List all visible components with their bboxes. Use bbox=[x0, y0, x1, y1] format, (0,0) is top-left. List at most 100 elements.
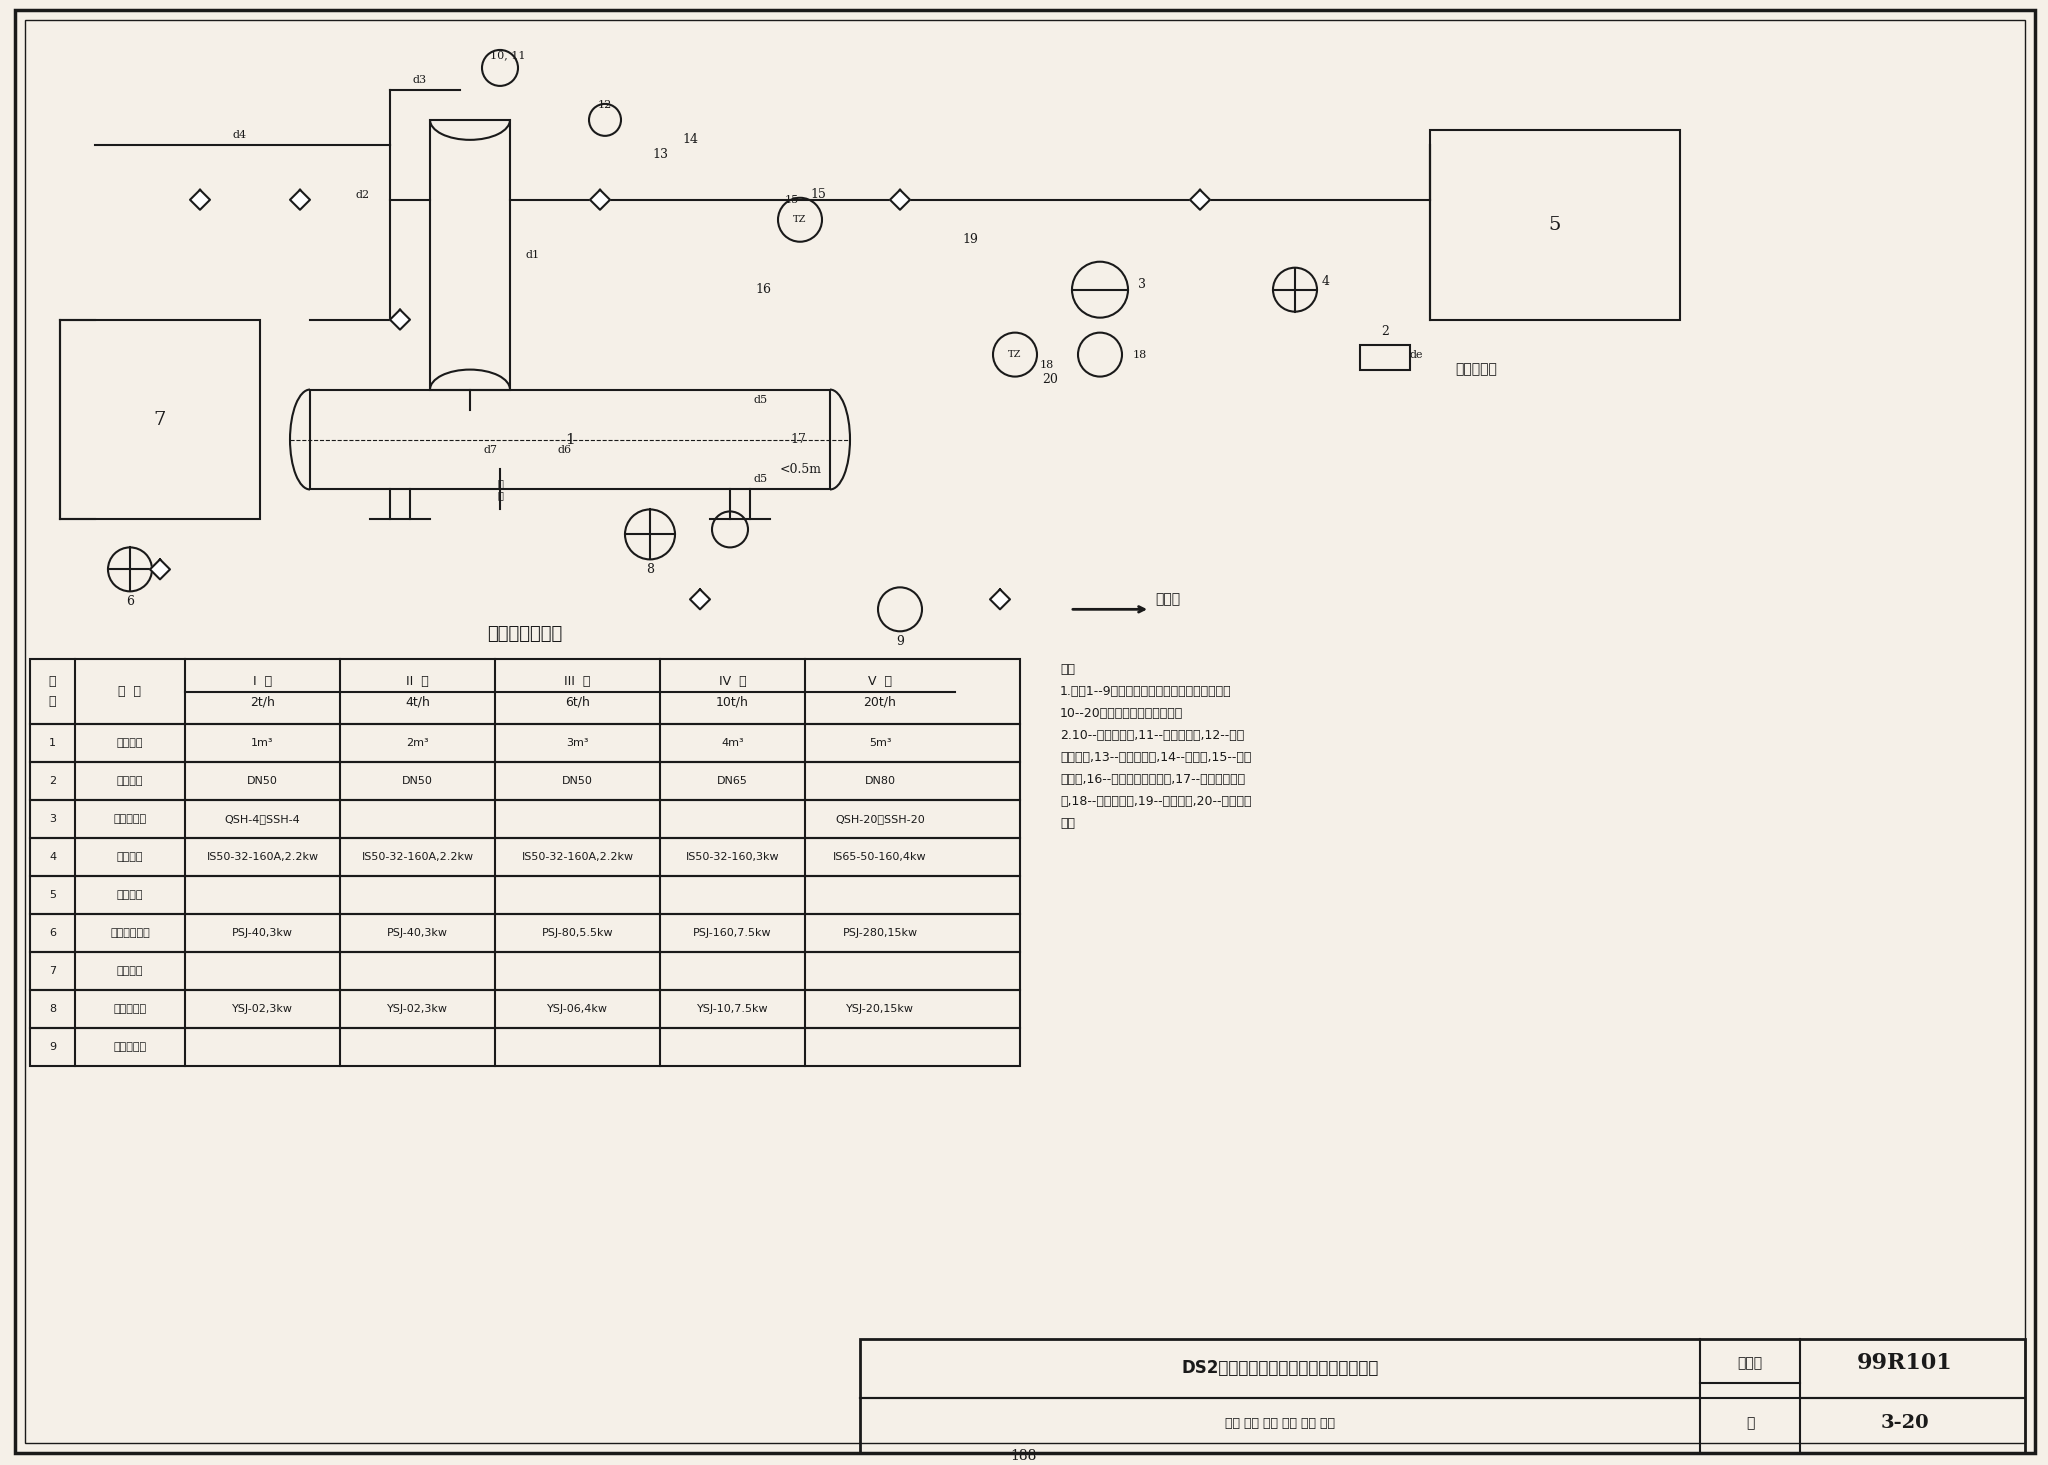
Text: 16: 16 bbox=[756, 283, 770, 296]
Text: 锅炉给水泵: 锅炉给水泵 bbox=[113, 1042, 147, 1052]
Text: 2m³: 2m³ bbox=[406, 738, 428, 749]
Bar bbox=[430, 120, 510, 390]
Text: DS2型低位水喷射式真空除氧装置系统图: DS2型低位水喷射式真空除氧装置系统图 bbox=[1182, 1360, 1378, 1377]
Text: 1: 1 bbox=[49, 738, 55, 749]
Text: YSJ-06,4kw: YSJ-06,4kw bbox=[547, 1004, 608, 1014]
Text: 5m³: 5m³ bbox=[868, 738, 891, 749]
Text: 阀。: 阀。 bbox=[1061, 816, 1075, 829]
Text: PSJ-280,15kw: PSJ-280,15kw bbox=[842, 927, 918, 938]
Bar bbox=[1360, 344, 1409, 369]
Text: 8: 8 bbox=[645, 563, 653, 576]
Text: 水喷射泵机组: 水喷射泵机组 bbox=[111, 927, 150, 938]
Text: 审核 审定 校对 设计 制图 描图: 审核 审定 校对 设计 制图 描图 bbox=[1225, 1417, 1335, 1430]
Polygon shape bbox=[690, 589, 711, 609]
Text: 3: 3 bbox=[1139, 278, 1147, 292]
Text: 自控仪,16--电磁式浮球传感器,17--玻璃板式水位: 自控仪,16--电磁式浮球传感器,17--玻璃板式水位 bbox=[1061, 772, 1245, 785]
Bar bbox=[31, 990, 1020, 1028]
Text: 6t/h: 6t/h bbox=[565, 696, 590, 708]
Text: 2.10--电传压力表,11--动圈指示仪,12--弹簧: 2.10--电传压力表,11--动圈指示仪,12--弹簧 bbox=[1061, 728, 1245, 741]
Text: <0.5m: <0.5m bbox=[780, 463, 821, 476]
Text: 15: 15 bbox=[811, 189, 825, 201]
Text: 4: 4 bbox=[1323, 275, 1329, 289]
Text: I  型: I 型 bbox=[254, 675, 272, 689]
Text: PSJ-160,7.5kw: PSJ-160,7.5kw bbox=[692, 927, 772, 938]
Text: de: de bbox=[1409, 350, 1423, 359]
Text: 2: 2 bbox=[1380, 325, 1389, 338]
Text: 水过滤器: 水过滤器 bbox=[117, 776, 143, 787]
Text: 图集号: 图集号 bbox=[1737, 1357, 1763, 1370]
Text: 软化水箱: 软化水箱 bbox=[117, 891, 143, 900]
Text: 18: 18 bbox=[1040, 359, 1055, 369]
Text: 8: 8 bbox=[49, 1004, 55, 1014]
Text: DN50: DN50 bbox=[401, 776, 432, 787]
Text: 18: 18 bbox=[1133, 350, 1147, 359]
Text: 序: 序 bbox=[49, 675, 55, 689]
Text: 14: 14 bbox=[682, 133, 698, 146]
Polygon shape bbox=[1190, 190, 1210, 209]
Text: 7: 7 bbox=[154, 410, 166, 429]
Polygon shape bbox=[989, 589, 1010, 609]
Text: 循环水箱: 循环水箱 bbox=[117, 965, 143, 976]
Bar bbox=[31, 914, 1020, 952]
Text: 99R101: 99R101 bbox=[1858, 1352, 1954, 1374]
Text: d5: d5 bbox=[754, 394, 768, 404]
Text: 3m³: 3m³ bbox=[565, 738, 588, 749]
Text: 蒸汽或热水: 蒸汽或热水 bbox=[1454, 363, 1497, 377]
Text: IS65-50-160,4kw: IS65-50-160,4kw bbox=[834, 853, 928, 861]
Text: 17: 17 bbox=[791, 434, 805, 445]
Text: 混合加热器: 混合加热器 bbox=[113, 815, 147, 825]
Text: 6: 6 bbox=[49, 927, 55, 938]
Text: QSH-20或SSH-20: QSH-20或SSH-20 bbox=[836, 815, 926, 825]
Text: PSJ-40,3kw: PSJ-40,3kw bbox=[387, 927, 449, 938]
Text: YSJ-10,7.5kw: YSJ-10,7.5kw bbox=[696, 1004, 768, 1014]
Text: DN50: DN50 bbox=[561, 776, 594, 787]
Bar bbox=[31, 876, 1020, 914]
Text: 19: 19 bbox=[963, 233, 979, 246]
Bar bbox=[1430, 130, 1679, 319]
Text: 除氧水箱: 除氧水箱 bbox=[117, 738, 143, 749]
Polygon shape bbox=[190, 190, 211, 209]
Text: 计,18--温度自控器,19--铂热电阻,20--电动调节: 计,18--温度自控器,19--铂热电阻,20--电动调节 bbox=[1061, 794, 1251, 807]
Text: 20t/h: 20t/h bbox=[864, 696, 897, 708]
Text: 1.图中1--9项为用户自备，见配套设备规格表，: 1.图中1--9项为用户自备，见配套设备规格表， bbox=[1061, 684, 1231, 697]
Bar bbox=[31, 1028, 1020, 1067]
Text: 1: 1 bbox=[565, 432, 575, 447]
Text: d1: d1 bbox=[524, 249, 539, 259]
Text: 注：: 注： bbox=[1061, 662, 1075, 675]
Text: 6: 6 bbox=[127, 595, 133, 608]
Text: 引水泵机组: 引水泵机组 bbox=[113, 1004, 147, 1014]
Text: YSJ-20,15kw: YSJ-20,15kw bbox=[846, 1004, 913, 1014]
Text: PSJ-40,3kw: PSJ-40,3kw bbox=[231, 927, 293, 938]
Text: 4t/h: 4t/h bbox=[406, 696, 430, 708]
Text: d3: d3 bbox=[414, 75, 428, 85]
Text: 7: 7 bbox=[49, 965, 55, 976]
Text: IS50-32-160A,2.2kw: IS50-32-160A,2.2kw bbox=[207, 853, 319, 861]
Text: d7: d7 bbox=[483, 444, 498, 454]
Bar bbox=[31, 724, 1020, 762]
Polygon shape bbox=[389, 309, 410, 330]
Text: IV  型: IV 型 bbox=[719, 675, 745, 689]
Text: 3: 3 bbox=[49, 815, 55, 825]
Text: 5: 5 bbox=[49, 891, 55, 900]
Text: 10--20项由生产厂家配套供应。: 10--20项由生产厂家配套供应。 bbox=[1061, 706, 1184, 719]
Polygon shape bbox=[150, 560, 170, 579]
Polygon shape bbox=[891, 190, 909, 209]
Text: 号: 号 bbox=[49, 696, 55, 708]
Text: III  型: III 型 bbox=[565, 675, 590, 689]
Text: IS50-32-160A,2.2kw: IS50-32-160A,2.2kw bbox=[360, 853, 473, 861]
Text: 5: 5 bbox=[1548, 215, 1561, 234]
Text: 2t/h: 2t/h bbox=[250, 696, 274, 708]
Text: 10, 11: 10, 11 bbox=[489, 50, 526, 60]
Text: 3-20: 3-20 bbox=[1880, 1414, 1929, 1433]
Text: DN50: DN50 bbox=[248, 776, 279, 787]
Text: 9: 9 bbox=[49, 1042, 55, 1052]
Text: 页: 页 bbox=[1745, 1417, 1755, 1430]
Text: 12: 12 bbox=[598, 100, 612, 110]
Text: 去锅炉: 去锅炉 bbox=[1155, 592, 1180, 607]
Text: 名  称: 名 称 bbox=[119, 686, 141, 699]
Text: 配套设备规格表: 配套设备规格表 bbox=[487, 626, 563, 643]
Text: 4: 4 bbox=[49, 853, 55, 861]
Text: YSJ-02,3kw: YSJ-02,3kw bbox=[387, 1004, 449, 1014]
Text: d6: d6 bbox=[557, 444, 571, 454]
Bar bbox=[59, 319, 260, 520]
